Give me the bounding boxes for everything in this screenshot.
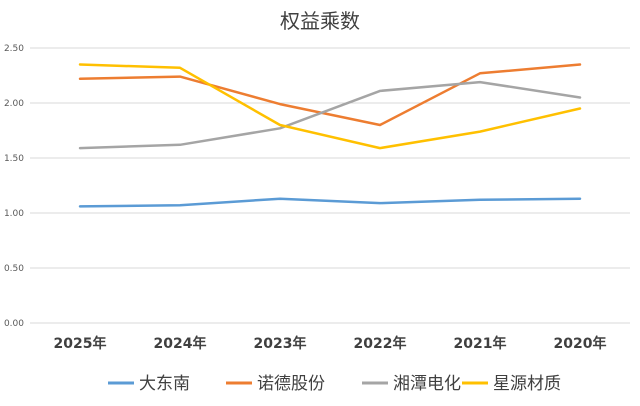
y-tick-label: 0.00 [4,319,24,329]
x-tick-label: 2025年 [54,335,107,352]
y-axis-ticks: 0.00 0.50 1.00 1.50 2.00 2.50 [4,44,24,329]
x-tick-label: 2024年 [154,335,207,352]
x-tick-label: 2021年 [454,335,507,352]
x-tick-label: 2022年 [354,335,407,352]
legend: 大东南 诺德股份 湘潭电化 星源材质 [108,374,561,394]
y-tick-label: 1.50 [4,154,24,164]
series-line-3 [78,63,582,150]
legend-label: 星源材质 [493,374,561,394]
y-tick-label: 0.50 [4,264,24,274]
gridlines [30,47,630,324]
series-lines [78,63,582,208]
legend-label: 诺德股份 [257,374,325,394]
chart-title: 权益乘数 [280,9,360,33]
x-axis-ticks: 2025年 2024年 2023年 2022年 2021年 2020年 [54,335,607,352]
legend-label: 湘潭电化 [393,374,461,394]
series-line-0 [78,197,582,208]
y-tick-label: 2.00 [4,99,24,109]
series-line-1 [78,63,582,127]
y-tick-label: 2.50 [4,44,24,54]
legend-label: 大东南 [139,374,190,394]
x-tick-label: 2020年 [554,335,607,352]
x-tick-label: 2023年 [254,335,307,352]
series-line-2 [78,80,582,150]
y-tick-label: 1.00 [4,209,24,219]
